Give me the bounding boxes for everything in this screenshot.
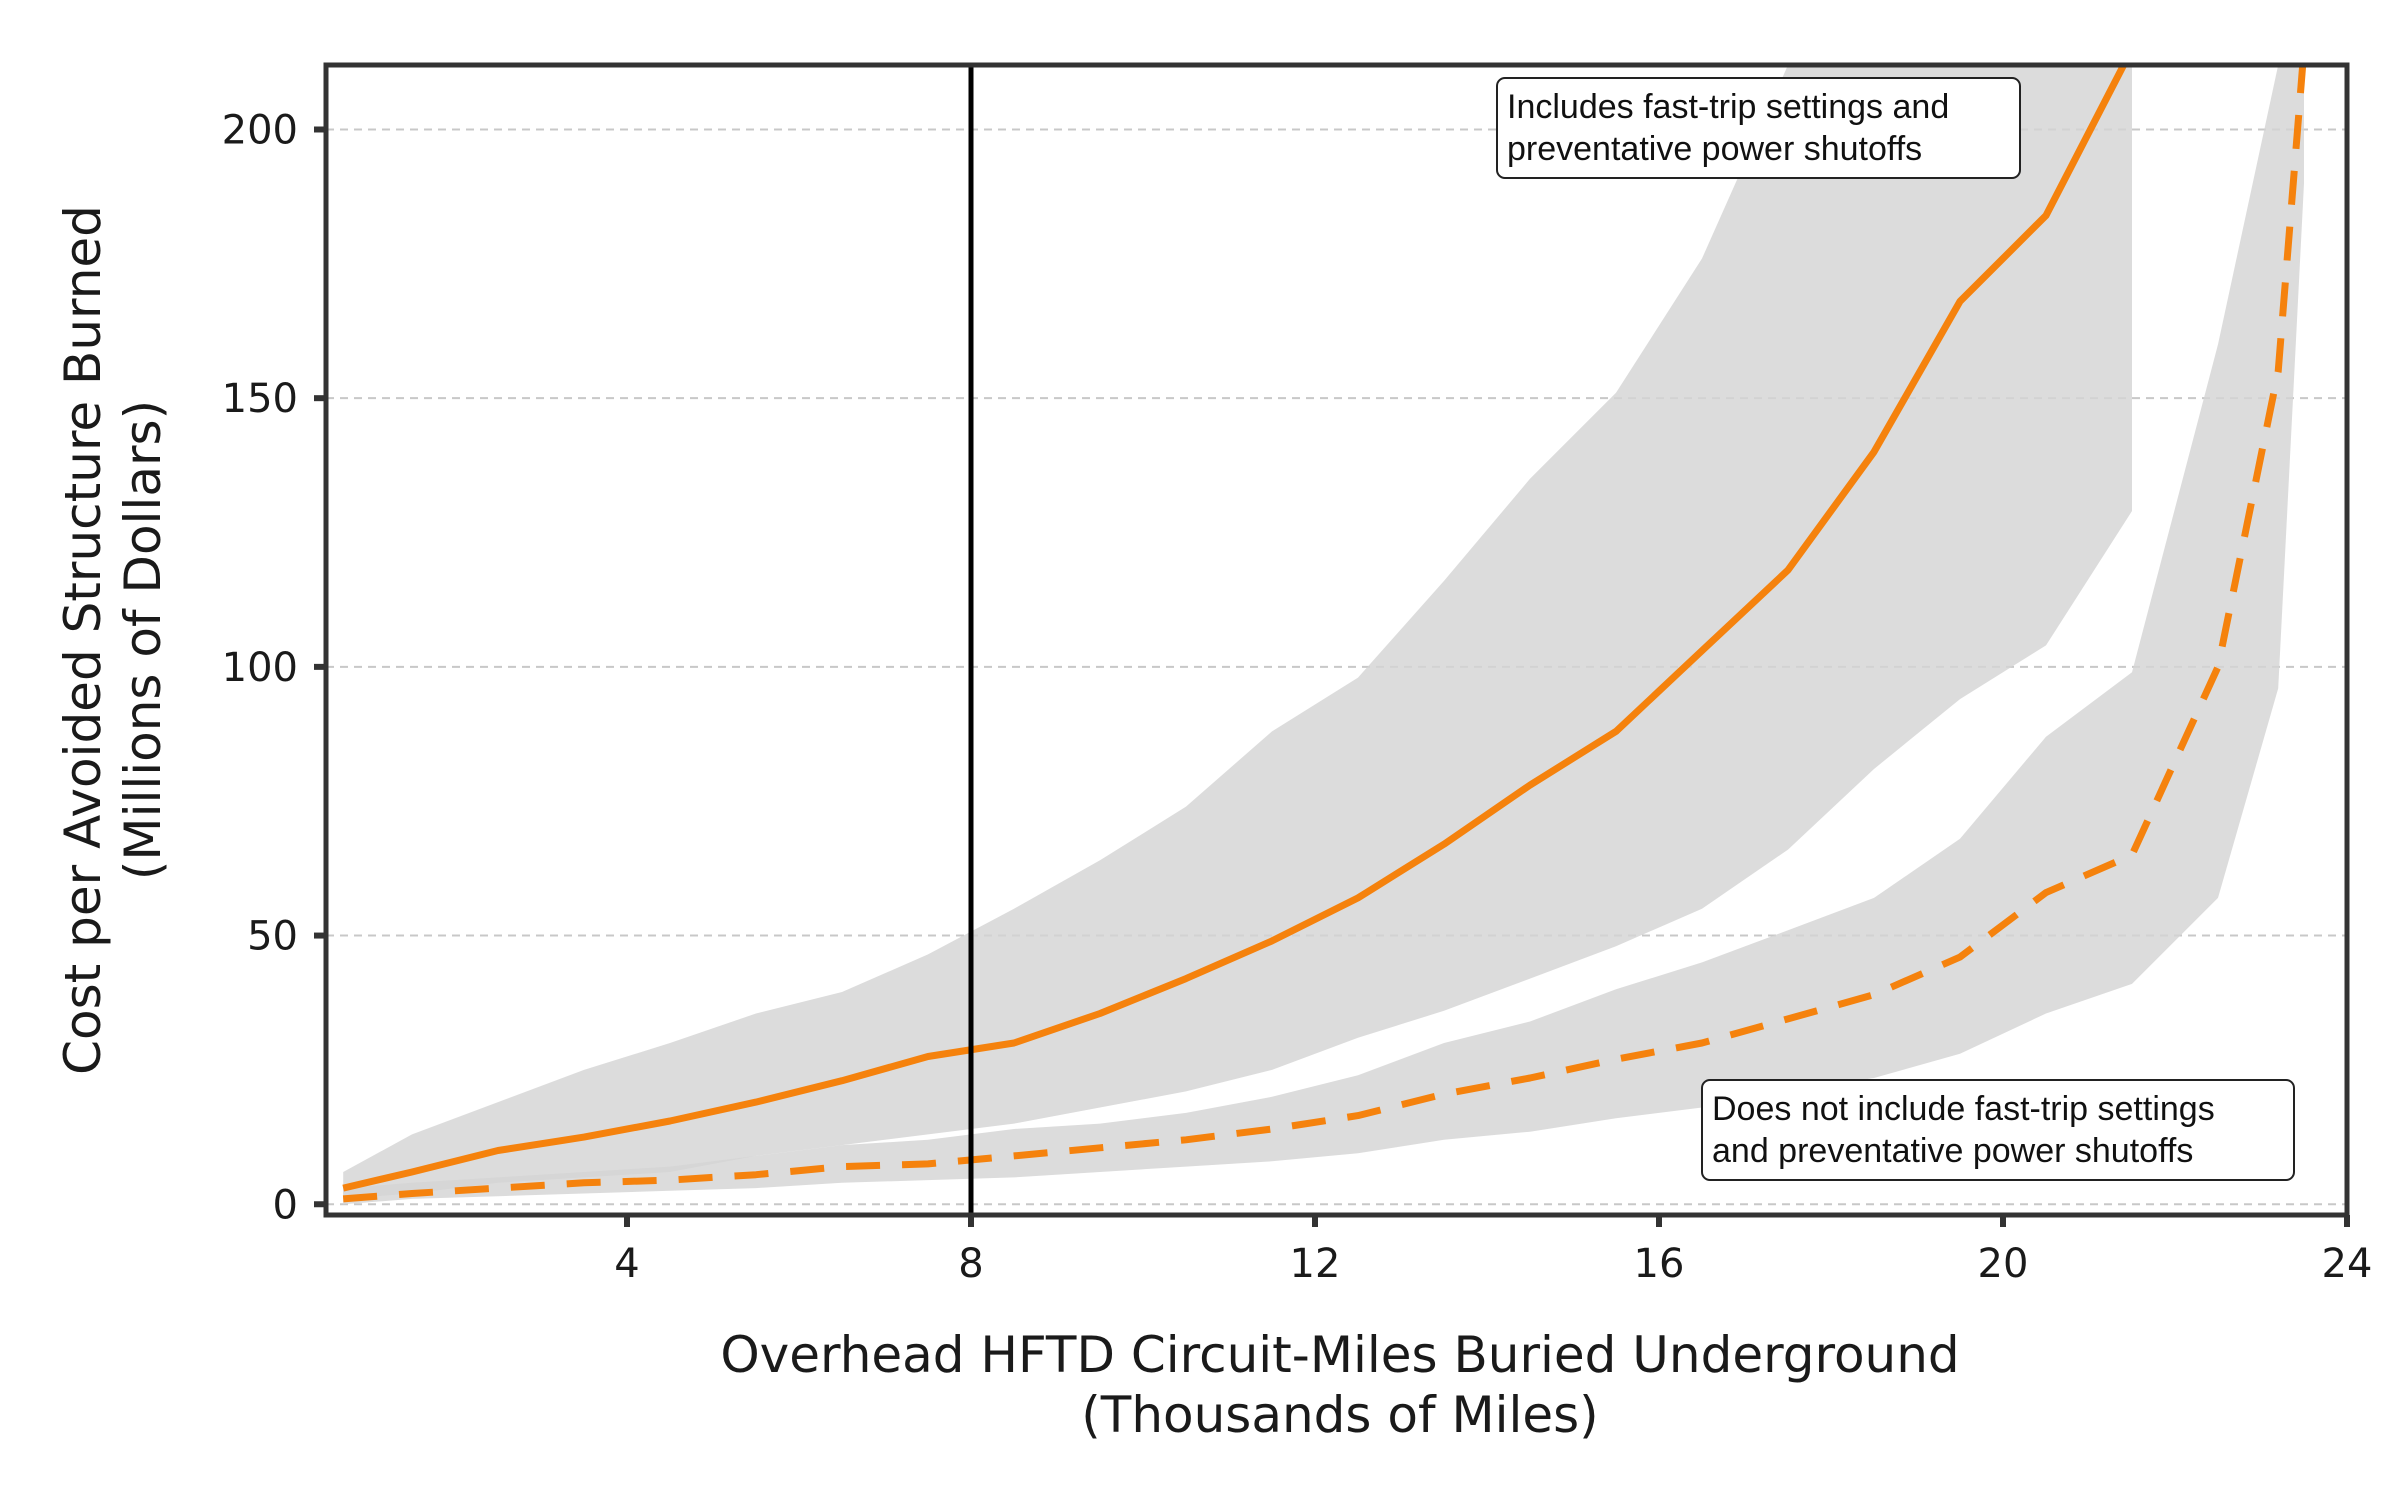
series-line-solid: [342, 65, 2128, 1192]
x-tick-label-20: 20: [1978, 1241, 2029, 1287]
annotation-box-0: Includes fast-trip settings and preventat…: [1496, 77, 2021, 179]
y-tick-label-150: 150: [222, 376, 298, 422]
x-tick-label-4: 4: [614, 1241, 639, 1287]
confidence-band-0: [343, 65, 2133, 1199]
x-tick-label-24: 24: [2322, 1241, 2373, 1287]
x-axis-label-line-2: (Thousands of Miles): [1081, 1386, 1598, 1444]
annotation-text-0-1: preventative power shutoffs: [1507, 130, 1922, 168]
y-tick-label-0: 0: [273, 1182, 298, 1228]
y-tick-label-50: 50: [247, 914, 298, 960]
series-line-dashed: [342, 65, 2307, 1203]
y-axis-ticks: 0 50 100 150 200: [222, 107, 326, 1228]
y-axis-label-line-1: Cost per Avoided Structure Burned: [54, 205, 112, 1075]
x-tick-label-8: 8: [958, 1241, 983, 1287]
x-tick-label-16: 16: [1634, 1241, 1685, 1287]
annotations: Includes fast-trip settings and preventat…: [1496, 77, 2295, 1181]
annotation-frame-1: [1701, 1079, 2295, 1181]
x-axis-label-line-1: Overhead HFTD Circuit-Miles Buried Under…: [720, 1326, 1959, 1384]
plot-frame: [323, 62, 2350, 1218]
annotation-text-1-0: Does not include fast-trip settings: [1712, 1090, 2215, 1128]
y-tick-label-100: 100: [222, 645, 298, 691]
annotation-text-1-1: and preventative power shutoffs: [1712, 1132, 2193, 1170]
series-lines: [342, 65, 2307, 1203]
x-axis-ticks: 4 8 12 16 20 24: [614, 1215, 2372, 1287]
y-axis-label-line-2: (Millions of Dollars): [114, 400, 172, 880]
annotation-text-0-0: Includes fast-trip settings and: [1507, 88, 1949, 126]
x-tick-label-12: 12: [1290, 1241, 1341, 1287]
annotation-box-1: Does not include fast-trip settings and p…: [1701, 1079, 2295, 1181]
y-tick-label-200: 200: [222, 107, 298, 153]
confidence-bands: [343, 65, 2305, 1205]
annotation-frame-0: [1496, 77, 2021, 179]
